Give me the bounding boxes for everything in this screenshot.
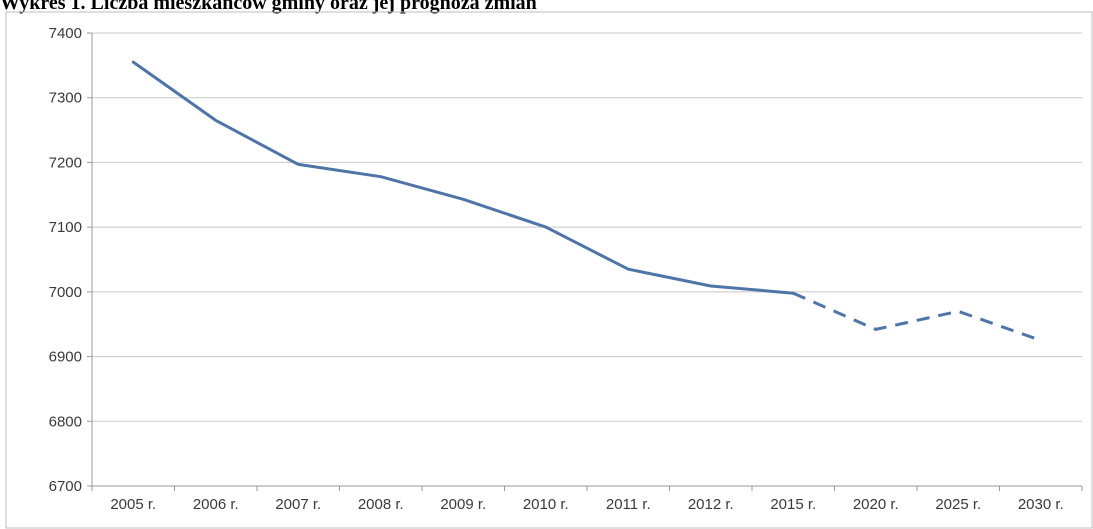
x-tick-label: 2008 r. (358, 496, 404, 513)
x-tick-label: 2007 r. (275, 496, 321, 513)
x-tick-label: 2005 r. (110, 496, 156, 513)
x-tick-label: 2006 r. (193, 496, 239, 513)
series-lines (131, 60, 1042, 342)
x-tick-label: 2025 r. (935, 496, 981, 513)
x-tick-label: 2009 r. (440, 496, 486, 513)
y-tick-label: 6800 (49, 413, 82, 430)
x-tick-label: 2010 r. (523, 496, 569, 513)
y-tick-label: 6700 (49, 478, 82, 495)
series-line-forecast (792, 291, 1042, 342)
y-tick-label: 6900 (49, 349, 82, 366)
y-tick-label: 7200 (49, 154, 82, 171)
y-tick-label: 7100 (49, 219, 82, 236)
chart-frame (5, 11, 1093, 529)
y-tick-label: 7000 (49, 284, 82, 301)
y-tick-labels: 6700 6800 6900 7000 7100 7200 7300 7400 (49, 25, 82, 495)
x-tick-label: 2030 r. (1018, 496, 1064, 513)
x-tick-labels: 2005 r. 2006 r. 2007 r. 2008 r. 2009 r. 2010 … (91, 486, 1083, 513)
gridlines (87, 32, 1082, 487)
x-tick-label: 2012 r. (688, 496, 734, 513)
y-tick-label: 7300 (49, 90, 82, 107)
y-tick-label: 7400 (49, 25, 82, 42)
x-tick-label: 2020 r. (853, 496, 899, 513)
x-tick-label: 2015 r. (770, 496, 816, 513)
chart-title: Wykres 1. Liczba mieszkańców gminy oraz … (0, 0, 537, 14)
x-tick-label: 2011 r. (606, 496, 651, 513)
series-line-actual (131, 60, 795, 295)
